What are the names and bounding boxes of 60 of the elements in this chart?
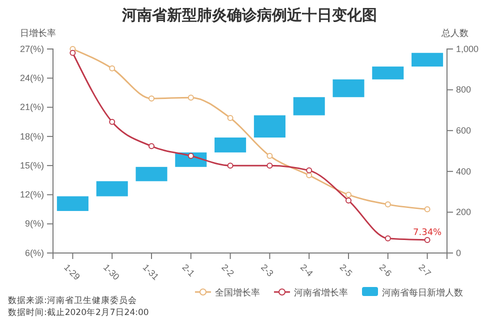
point xyxy=(109,118,116,125)
point xyxy=(227,114,234,121)
point xyxy=(424,206,430,212)
point xyxy=(384,235,391,242)
bar xyxy=(96,181,128,196)
x-tick-label: 2-6 xyxy=(377,262,394,278)
y-tick-label: 6(%) xyxy=(24,248,44,258)
bar xyxy=(214,138,246,152)
y2-axis-title: 总人数 xyxy=(440,28,468,39)
bar xyxy=(136,166,168,182)
point xyxy=(306,167,312,174)
point xyxy=(346,192,352,198)
x-tick-label: 2-7 xyxy=(416,262,433,278)
y-tick-label: 9(%) xyxy=(24,218,44,229)
point xyxy=(148,96,154,102)
y-tick-label: 27(%) xyxy=(20,44,44,54)
bar xyxy=(293,97,325,116)
x-tick-label: 2-1 xyxy=(180,262,197,278)
annotation: 7.34% xyxy=(413,228,442,238)
x-tick-label: 2-4 xyxy=(298,262,315,278)
y-tick-label: 21(%) xyxy=(20,102,44,112)
y2-tick-label: 0 xyxy=(456,248,462,258)
point xyxy=(266,162,273,169)
text: 数据时间:截止2020年2月7日24:00 xyxy=(8,307,149,318)
bar xyxy=(372,66,404,80)
source-note: 数据来源:河南省卫生健康委员会 xyxy=(8,295,137,306)
legend-label: 全国增长率 xyxy=(215,288,260,298)
bar xyxy=(254,115,286,138)
y-axis-title: 日增长率 xyxy=(20,28,56,39)
y2-tick-label: 600 xyxy=(456,125,472,136)
chart-title: 河南省新型肺炎确诊病例近十日变化图 xyxy=(121,6,377,24)
bar xyxy=(56,196,88,211)
point xyxy=(346,198,352,204)
x-tick-label: 2-3 xyxy=(259,262,276,278)
point xyxy=(148,143,154,150)
x-tick-label: 2-2 xyxy=(220,262,236,278)
bar xyxy=(412,52,444,67)
y2-tick-label: 400 xyxy=(456,166,472,176)
x-tick-label: 2-5 xyxy=(338,262,354,278)
y2-tick-label: 800 xyxy=(456,84,472,95)
point xyxy=(188,94,194,101)
y-tick-label: 12(%) xyxy=(20,190,44,200)
legend-label: 河南省每日新增人数 xyxy=(382,288,463,298)
bar xyxy=(332,79,364,98)
y-tick-label: 15(%) xyxy=(20,160,44,170)
y2-tick-label: 200 xyxy=(456,207,472,218)
y-tick-label: 18(%) xyxy=(20,131,44,142)
point xyxy=(266,152,273,159)
point xyxy=(227,162,234,169)
point xyxy=(424,236,430,243)
y2-tick-label: 1,000 xyxy=(456,44,479,54)
y-tick-label: 24(%) xyxy=(20,73,44,84)
point xyxy=(188,152,194,159)
point xyxy=(306,172,312,178)
point xyxy=(109,65,116,72)
x-tick-label: 1-29 xyxy=(62,262,82,282)
point xyxy=(384,201,391,208)
point xyxy=(70,50,76,56)
legend-label: 河南省增长率 xyxy=(294,288,348,298)
x-tick-label: 1-30 xyxy=(101,262,122,282)
